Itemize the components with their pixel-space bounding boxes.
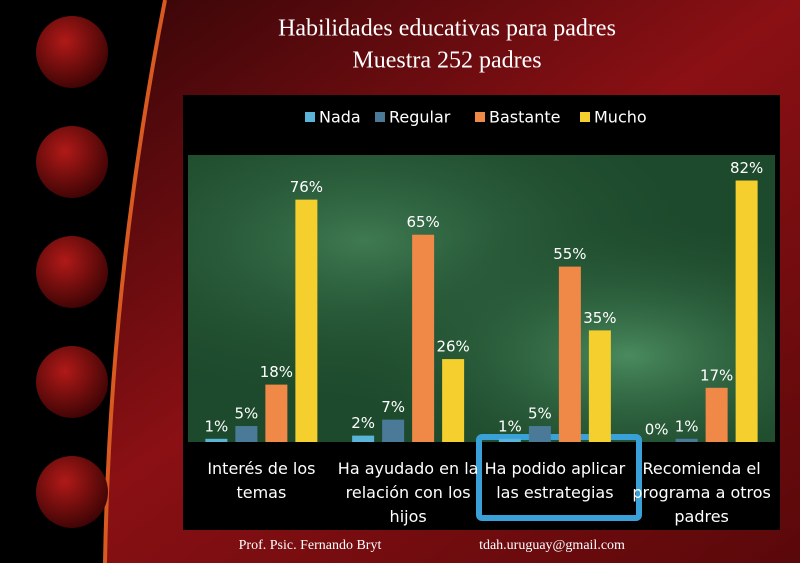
chart-subtitle: Muestra 252 padres	[352, 48, 541, 74]
value-label: 0%	[645, 421, 669, 439]
value-label: 2%	[351, 414, 375, 432]
x-tick-label: Interés de los temas	[207, 459, 316, 502]
x-tick-label: Ha ayudado en la relación con los hijos	[337, 459, 479, 526]
arc	[103, 0, 167, 563]
value-label: 55%	[553, 245, 586, 263]
bar	[675, 438, 698, 442]
bar	[235, 426, 258, 442]
chart-title: Habilidades educativas para padres	[278, 16, 616, 42]
bar	[352, 435, 375, 442]
bar	[412, 234, 435, 442]
bar	[498, 438, 521, 442]
legend-swatch	[475, 112, 485, 122]
value-label: 1%	[675, 417, 699, 435]
bar	[295, 199, 318, 442]
value-label: 26%	[436, 338, 469, 356]
decor-circles	[36, 16, 108, 528]
legend-label: Bastante	[489, 108, 560, 127]
value-label: 1%	[204, 417, 228, 435]
bar	[205, 438, 228, 442]
value-label: 82%	[730, 159, 763, 177]
bar	[705, 387, 728, 442]
legend-swatch	[375, 112, 385, 122]
legend-label: Regular	[389, 108, 451, 127]
value-label: 17%	[700, 366, 733, 384]
legend-label: Mucho	[594, 108, 647, 127]
bar	[735, 180, 758, 442]
value-label: 5%	[234, 405, 258, 423]
value-label: 7%	[381, 398, 405, 416]
legend-swatch	[580, 112, 590, 122]
value-label: 35%	[583, 309, 616, 327]
bar	[265, 384, 288, 442]
value-label: 1%	[498, 417, 522, 435]
legend-swatch	[305, 112, 315, 122]
bar	[528, 426, 551, 442]
footer-author: Prof. Psic. Fernando Bryt	[239, 538, 382, 553]
legend-label: Nada	[319, 108, 361, 127]
value-label: 18%	[260, 363, 293, 381]
value-label: 65%	[406, 213, 439, 231]
footer-email: tdah.uruguay@gmail.com	[479, 538, 625, 553]
x-tick-label: Ha podido aplicar las estrategias	[484, 459, 626, 502]
bar	[558, 266, 581, 442]
bar	[382, 419, 405, 442]
x-tick-label: Recomienda el programa a otros padres	[632, 459, 771, 526]
value-label: 76%	[290, 178, 323, 196]
value-label: 5%	[528, 405, 552, 423]
bar	[442, 359, 465, 442]
bar	[588, 330, 611, 442]
